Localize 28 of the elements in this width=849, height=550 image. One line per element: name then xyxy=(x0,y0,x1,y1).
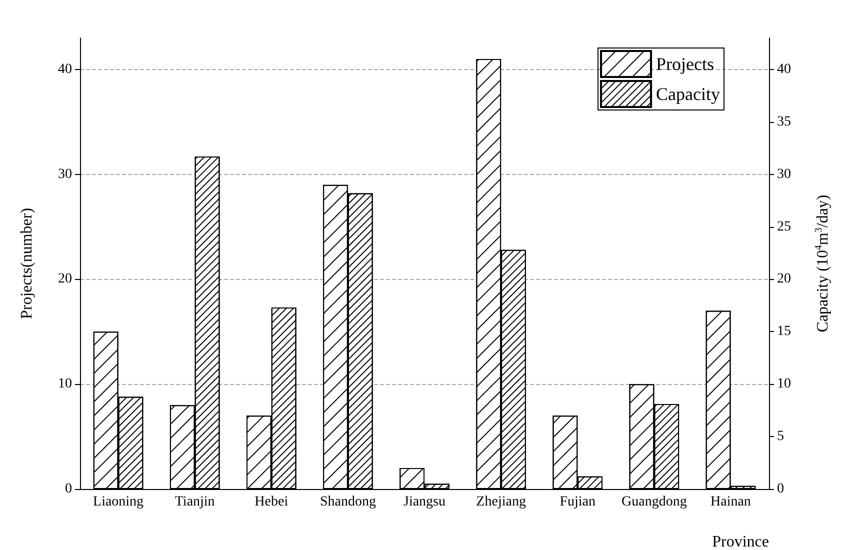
y2-tick-label: 40 xyxy=(777,62,791,77)
x-tick-label: Liaoning xyxy=(93,494,144,510)
y-tick-label: 0 xyxy=(65,482,72,496)
x-axis-title: Province xyxy=(712,534,769,550)
y-tick-label: 20 xyxy=(58,272,72,287)
x-tick-label: Shandong xyxy=(320,494,376,510)
y2-tick-label: 35 xyxy=(777,114,791,130)
y2-axis-title: Capacity (104m3/day) xyxy=(814,194,832,332)
x-tick-label: Zhejiang xyxy=(476,494,526,510)
y2-tick-label: 25 xyxy=(777,219,791,234)
y2-tick-label: 20 xyxy=(777,272,791,287)
y2-tick-label: 5 xyxy=(777,429,784,444)
y2-tick-label: 0 xyxy=(777,482,784,496)
x-tick-label: Hainan xyxy=(710,494,751,510)
y-tick-label: 40 xyxy=(58,62,72,77)
x-tick-label: Tianjin xyxy=(174,494,215,510)
legend-label: Projects xyxy=(656,54,714,74)
y-tick-label: 30 xyxy=(58,166,72,182)
legend-label: Capacity xyxy=(656,84,720,104)
x-tick-label: Hebei xyxy=(254,494,288,510)
x-tick-label: Guangdong xyxy=(622,494,687,510)
x-tick-label: Jiangsu xyxy=(404,494,446,510)
y2-tick-label: 15 xyxy=(777,324,791,340)
y-tick-label: 10 xyxy=(58,376,72,392)
y2-tick-label: 10 xyxy=(777,376,791,392)
y2-tick-label: 30 xyxy=(777,166,791,182)
y-axis-title: Projects(number) xyxy=(18,208,36,320)
x-tick-label: Fujian xyxy=(560,494,596,510)
